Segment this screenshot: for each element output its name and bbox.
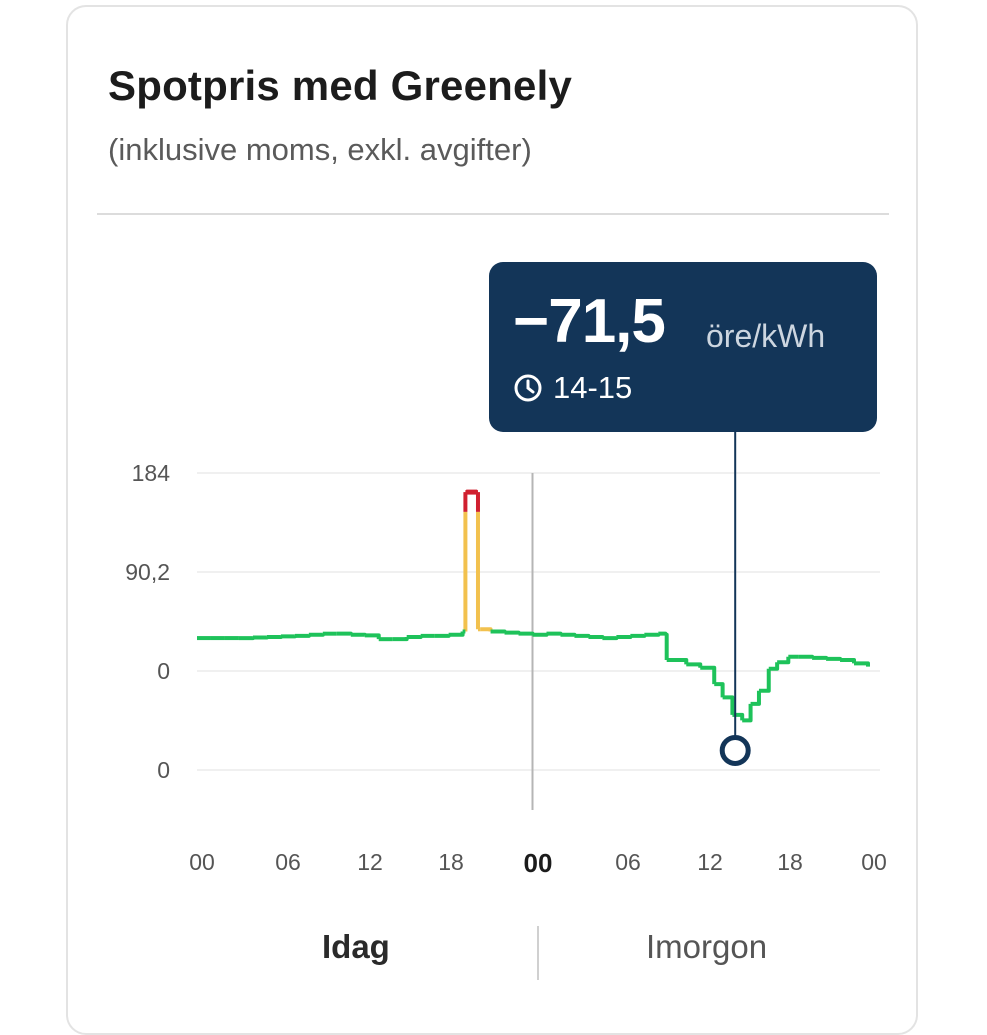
series-segment xyxy=(700,665,717,685)
series-segment xyxy=(574,633,591,638)
series-segment xyxy=(732,712,745,721)
series-segment xyxy=(504,630,521,635)
clock-icon xyxy=(514,374,542,402)
series-segment xyxy=(750,690,761,706)
spotprice-card xyxy=(66,5,918,1035)
series-segment xyxy=(664,632,669,661)
x-tick-label: 12 xyxy=(357,849,383,875)
series-segment xyxy=(742,703,753,723)
tooltip-time-label: 14-15 xyxy=(553,370,633,405)
x-tick-label: 06 xyxy=(275,849,301,875)
series-segment xyxy=(336,631,353,636)
series-segment xyxy=(434,633,451,638)
card-title: Spotpris med Greenely xyxy=(108,62,573,109)
tooltip-time: 14-15 xyxy=(513,370,632,406)
series-segment xyxy=(602,636,619,641)
series-segment xyxy=(714,682,725,698)
x-tick-label: 00 xyxy=(189,849,215,875)
series-segment xyxy=(854,661,870,667)
series-segment xyxy=(666,658,689,665)
header-divider xyxy=(97,213,889,215)
series-segment xyxy=(266,634,283,639)
series-segment xyxy=(308,632,325,637)
tab-separator xyxy=(537,926,539,980)
series-segment xyxy=(490,629,507,634)
y-tick-label: 90,2 xyxy=(125,559,170,585)
y-tick-label: 0 xyxy=(157,757,170,783)
series-segment xyxy=(518,631,535,636)
series-segment xyxy=(252,635,269,640)
series-segment xyxy=(686,662,703,668)
tab-today[interactable]: Idag xyxy=(322,928,390,965)
series-segment xyxy=(546,631,563,636)
series-segment xyxy=(532,632,549,637)
series-segment xyxy=(658,631,668,636)
series-segment xyxy=(812,655,829,660)
x-tick-label: 18 xyxy=(777,849,803,875)
series-segment xyxy=(768,662,780,671)
x-tick-label: 18 xyxy=(438,849,464,875)
series-segment xyxy=(480,627,493,632)
series-segment xyxy=(560,632,577,637)
series-segment xyxy=(644,632,661,637)
series-segment xyxy=(758,668,771,693)
x-tick-label: 06 xyxy=(615,849,641,875)
series-segment xyxy=(588,634,605,639)
series-segment xyxy=(777,656,791,665)
tab-tomorrow[interactable]: Imorgon xyxy=(646,928,768,965)
series-segment xyxy=(630,633,647,638)
x-tick-label: 00 xyxy=(524,848,553,878)
series-segment xyxy=(392,636,409,642)
series-segment xyxy=(280,634,297,639)
series-segment xyxy=(722,695,735,715)
tooltip-price-unit: öre/kWh xyxy=(706,318,826,354)
series-segment xyxy=(294,633,311,638)
series-segment xyxy=(616,634,633,639)
card-subtitle: (inklusive moms, exkl. avgifter) xyxy=(108,132,532,167)
tooltip-price-value: −71,5 xyxy=(513,287,666,356)
price-tooltip: −71,5 öre/kWh 14-15 xyxy=(489,262,877,432)
series-segment xyxy=(406,634,423,639)
series-segment xyxy=(798,654,815,659)
series-segment xyxy=(826,656,843,661)
x-tick-label: 12 xyxy=(697,849,723,875)
selected-point-marker xyxy=(719,734,751,766)
series-segment xyxy=(238,636,255,641)
series-segment xyxy=(350,632,367,637)
y-tick-label: 184 xyxy=(132,460,171,486)
series-segment xyxy=(364,633,381,640)
y-tick-label: 0 xyxy=(157,658,170,684)
x-tick-label: 00 xyxy=(861,849,887,875)
series-segment xyxy=(448,631,465,637)
series-segment xyxy=(840,658,857,664)
